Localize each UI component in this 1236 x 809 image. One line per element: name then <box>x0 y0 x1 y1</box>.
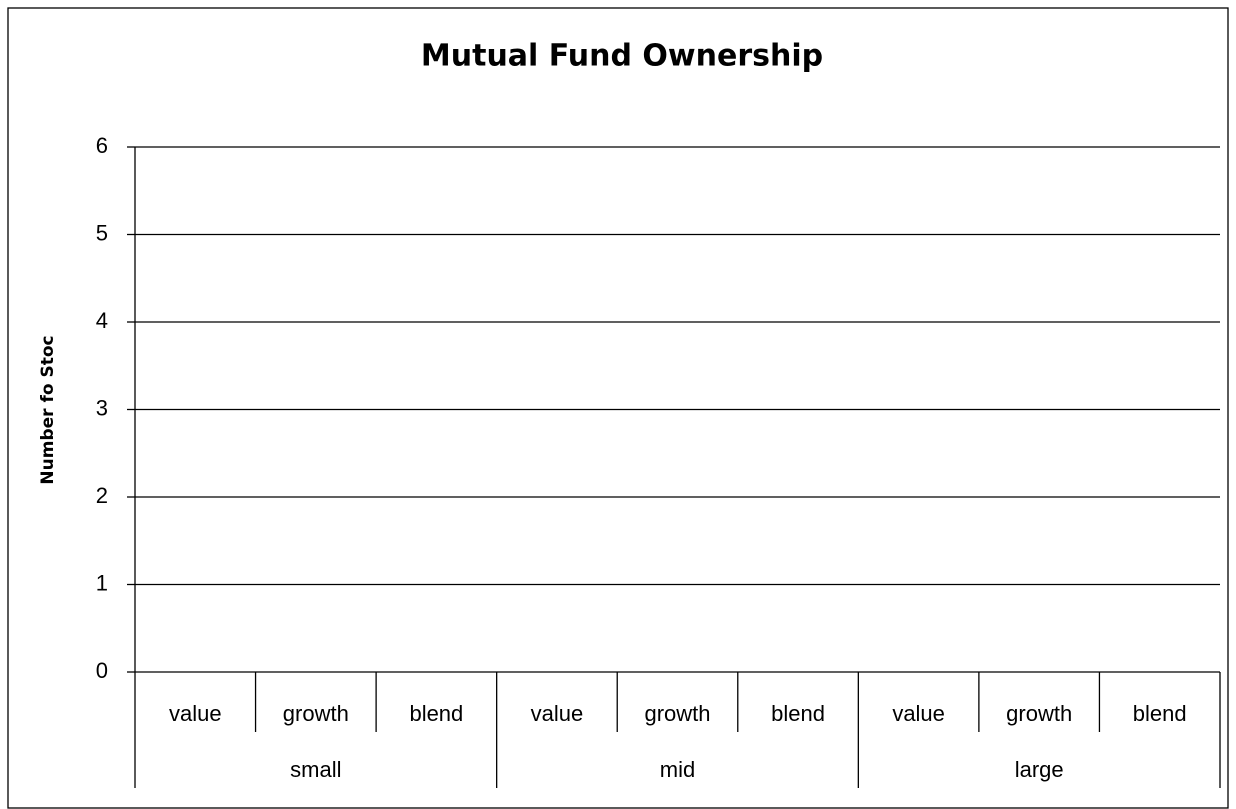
y-tick-label: 1 <box>96 570 108 595</box>
y-tick-label: 0 <box>96 658 108 683</box>
x-tick-label: value <box>169 701 222 726</box>
chart-frame <box>7 7 1229 809</box>
x-tick-label: growth <box>644 701 710 726</box>
y-tick-label: 5 <box>96 220 108 245</box>
group-label: mid <box>660 757 695 782</box>
x-tick-label: blend <box>409 701 463 726</box>
chart-title: Mutual Fund Ownership <box>421 39 823 74</box>
x-tick-label: value <box>531 701 584 726</box>
group-label: large <box>1015 757 1064 782</box>
x-tick-label: growth <box>1006 701 1072 726</box>
y-tick-label: 2 <box>96 483 108 508</box>
x-tick-label: growth <box>283 701 349 726</box>
group-label: small <box>290 757 341 782</box>
x-tick-label: value <box>892 701 945 726</box>
y-tick-label: 6 <box>96 133 108 158</box>
x-tick-label: blend <box>771 701 825 726</box>
y-axis-label: Number fo Stoc <box>38 335 58 484</box>
y-tick-label: 4 <box>96 308 108 333</box>
x-tick-label: blend <box>1133 701 1187 726</box>
y-tick-label: 3 <box>96 395 108 420</box>
